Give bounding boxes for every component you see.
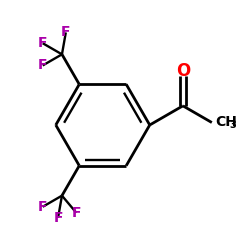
- Text: 3: 3: [230, 120, 236, 130]
- Text: CH: CH: [216, 115, 238, 129]
- Text: F: F: [38, 36, 48, 50]
- Text: F: F: [38, 200, 48, 214]
- Text: F: F: [53, 210, 63, 224]
- Text: F: F: [38, 58, 48, 72]
- Text: F: F: [72, 206, 81, 220]
- Text: F: F: [61, 26, 70, 40]
- Text: O: O: [176, 62, 190, 80]
